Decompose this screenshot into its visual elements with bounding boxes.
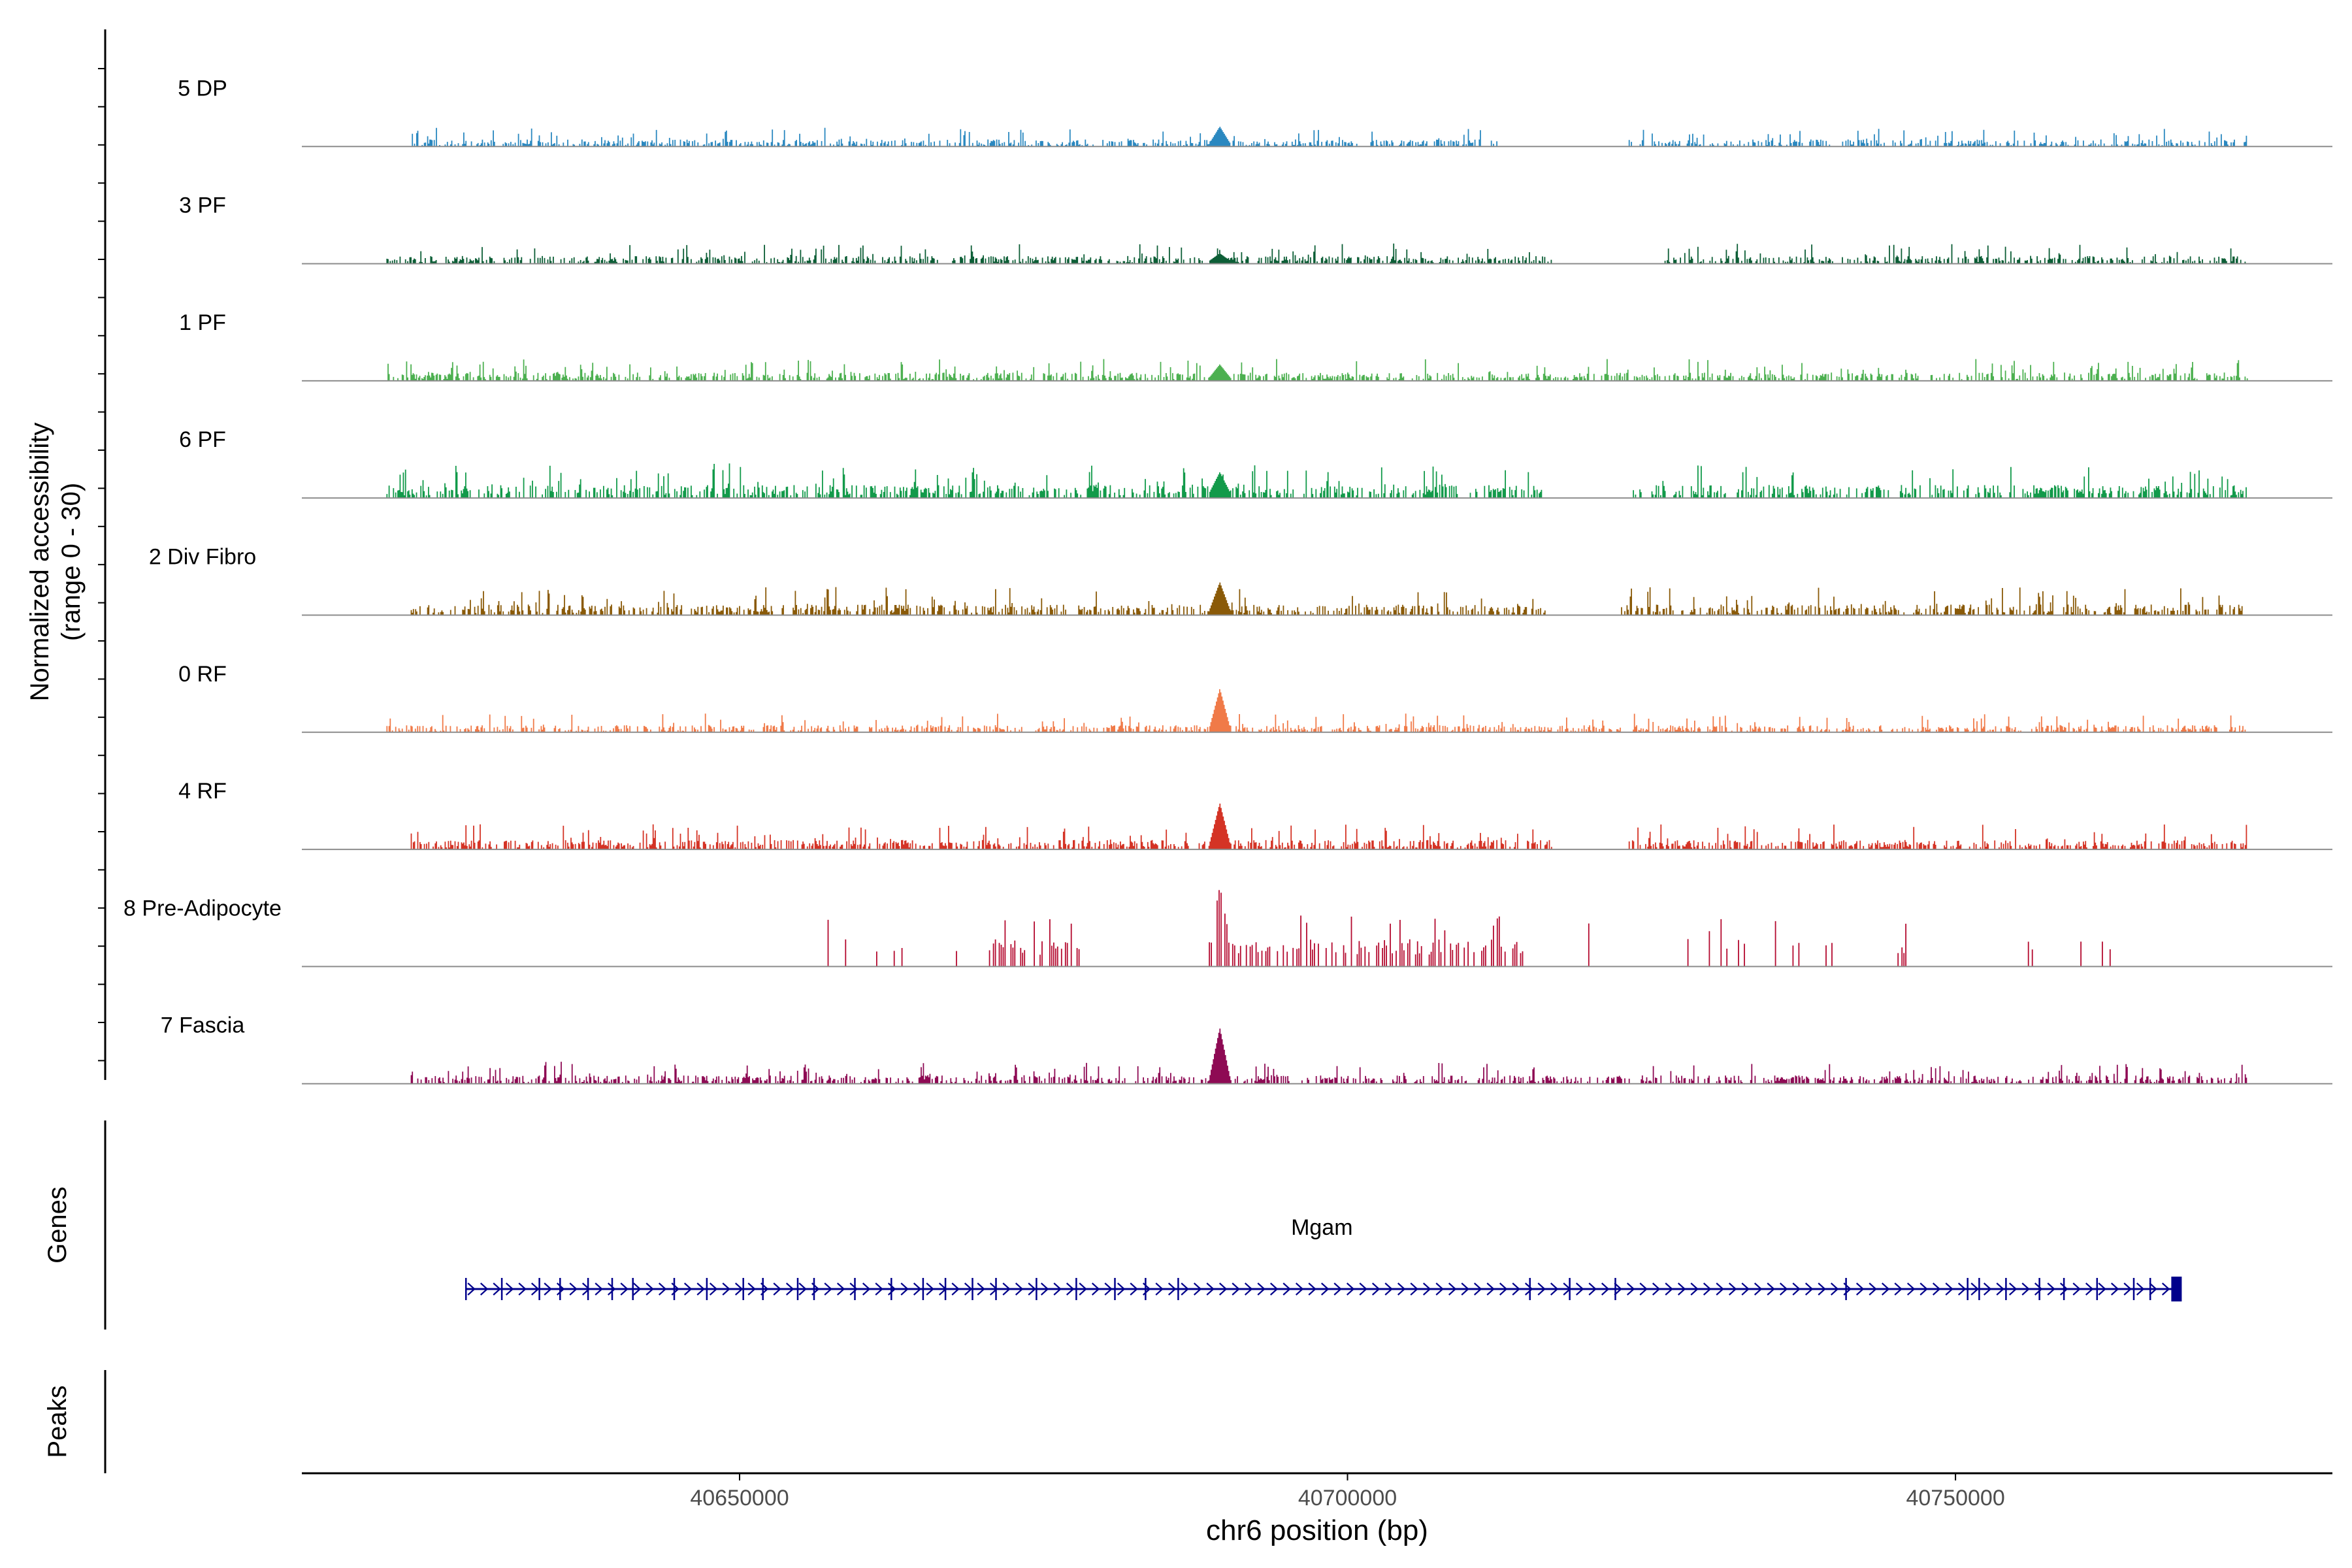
track-label: 5 DP xyxy=(178,76,227,101)
x-tick-label: 40700000 xyxy=(1298,1486,1397,1511)
track-label: 1 PF xyxy=(179,310,226,335)
y-axis-label-line1: Normalized accessibility xyxy=(25,423,54,702)
track-7-fascia: 7 Fascia xyxy=(161,1013,2332,1085)
x-tick-label: 40750000 xyxy=(1906,1486,2004,1511)
x-axis-ticks: 40650000 40700000 40750000 xyxy=(690,1473,2005,1511)
track-label: 3 PF xyxy=(179,193,226,218)
peaks-label: Peaks xyxy=(43,1385,72,1458)
y-axis-ticks xyxy=(98,68,105,1062)
gene-end-block xyxy=(2171,1277,2182,1301)
coverage-signal xyxy=(410,804,2247,850)
coverage-signal xyxy=(412,127,2247,147)
coverage-signal xyxy=(386,243,2246,264)
coverage-signal xyxy=(410,1028,2247,1084)
track-8-pre-adipocyte: 8 Pre-Adipocyte xyxy=(123,890,2332,968)
track-0-rf: 0 RF xyxy=(178,662,2332,733)
track-label: 4 RF xyxy=(178,779,227,804)
track-5-dp: 5 DP xyxy=(178,76,2332,148)
track-label: 7 Fascia xyxy=(161,1013,245,1038)
coverage-tracks: 5 DP 3 PF 1 PF 6 PF 2 Div Fibro 0 RF 4 RF 8 Pre… xyxy=(123,76,2332,1085)
y-axis-label-line2: (range 0 - 30) xyxy=(57,483,86,641)
y-axis-label: Normalized accessibility (range 0 - 30) xyxy=(25,423,86,702)
track-label: 6 PF xyxy=(179,427,226,452)
coverage-signal xyxy=(386,689,2246,732)
track-4-rf: 4 RF xyxy=(178,779,2332,851)
track-label: 8 Pre-Adipocyte xyxy=(123,896,282,921)
track-3-pf: 3 PF xyxy=(179,193,2332,265)
x-axis-label: chr6 position (bp) xyxy=(1206,1514,1428,1546)
track-label: 0 RF xyxy=(178,662,227,687)
exon-marks xyxy=(465,1278,2151,1300)
coverage-signal xyxy=(387,359,2248,381)
track-1-pf: 1 PF xyxy=(179,310,2332,382)
track-2-div-fibro: 2 Div Fibro xyxy=(149,545,2332,616)
gene-track: Mgam xyxy=(465,1215,2182,1301)
x-tick-label: 40650000 xyxy=(690,1486,789,1511)
gene-mgam: Mgam xyxy=(465,1215,2182,1301)
genes-label: Genes xyxy=(43,1186,72,1264)
coverage-signal xyxy=(827,890,2111,967)
coverage-signal xyxy=(410,582,2243,615)
track-6-pf: 6 PF xyxy=(179,427,2332,499)
track-label: 2 Div Fibro xyxy=(149,545,256,570)
gene-label: Mgam xyxy=(1291,1215,1352,1240)
strand-arrows xyxy=(467,1282,2170,1296)
coverage-signal xyxy=(386,463,2247,498)
